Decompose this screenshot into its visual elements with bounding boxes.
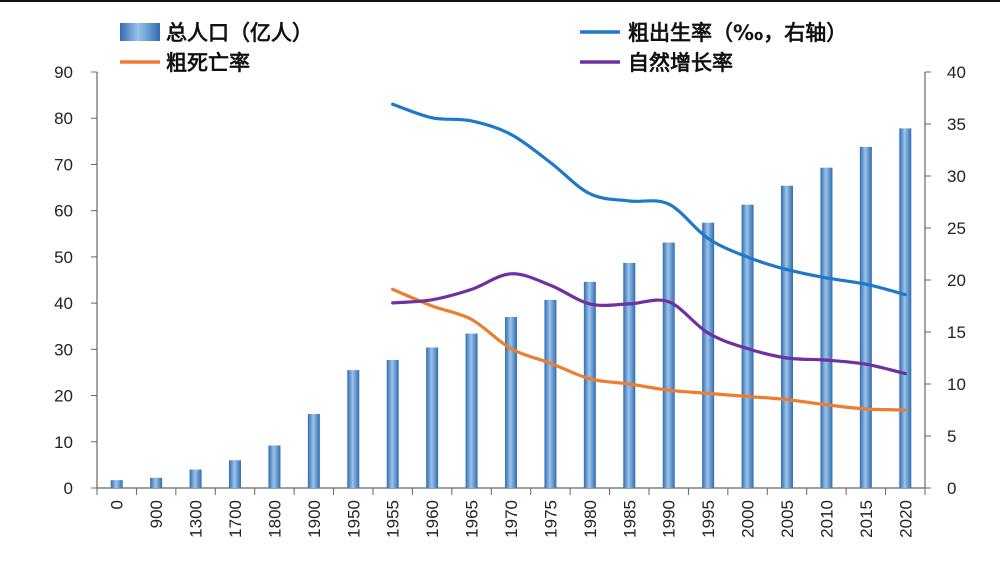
right-tick-label: 10 [947,375,966,394]
left-tick-label: 80 [54,109,73,128]
population-bar [505,316,517,488]
population-bar [110,480,123,488]
legend: 总人口（亿人） 粗出生率（‰，右轴） 粗死亡率 自然增长率 [120,21,847,75]
population-bar [544,299,557,488]
population-bar [820,167,833,488]
legend-swatch-bar [120,23,160,41]
population-bar [426,347,439,488]
x-tick-label: 1975 [541,500,560,538]
x-tick-label: 1995 [699,500,718,538]
line-series [391,102,907,412]
legend-label: 总人口（亿人） [166,21,313,45]
x-tick-label: 2005 [778,500,797,538]
left-tick-label: 10 [54,433,73,452]
legend-label: 自然增长率 [628,51,733,75]
population-bar [347,370,360,488]
left-tick-label: 60 [54,202,73,221]
x-tick-label: 900 [147,500,166,528]
x-tick-label: 2020 [896,500,915,538]
left-tick-label: 50 [54,248,73,267]
population-bar [623,262,636,488]
left-tick-label: 90 [54,63,73,82]
legend-label: 粗出生率（‰，右轴） [628,21,847,45]
x-tick-label: 1965 [463,500,482,538]
left-tick-label: 20 [54,387,73,406]
population-bar [150,477,163,488]
x-tick-label: 1700 [226,500,245,538]
x-tick-label: 2010 [817,500,836,538]
right-tick-label: 0 [947,479,956,498]
right-tick-label: 5 [947,427,956,446]
x-tick-label: 1985 [620,500,639,538]
x-tick-label: 1980 [581,500,600,538]
left-tick-label: 70 [54,155,73,174]
x-tick-label: 1960 [423,500,442,538]
population-bar [583,281,596,488]
population-bar [465,333,478,488]
x-tick-label: 2000 [739,500,758,538]
right-tick-label: 20 [947,271,966,290]
population-bar [386,359,399,488]
x-tick-label: 1990 [660,500,679,538]
natural-growth-line [391,272,907,376]
population-bar [229,460,241,488]
death-rate-line [391,287,907,412]
x-tick-label: 1800 [265,500,284,538]
population-bar [781,185,793,488]
population-bar [189,469,202,488]
birth-rate-line [391,102,907,297]
left-tick-label: 0 [64,479,73,498]
population-bar [741,204,754,488]
population-bar [307,414,320,488]
x-tick-label: 1900 [305,500,324,538]
right-tick-label: 35 [947,115,966,134]
x-tick-label: 2015 [857,500,876,538]
left-tick-label: 40 [54,294,73,313]
population-bar [702,222,715,488]
left-tick-label: 30 [54,340,73,359]
legend-label: 粗死亡率 [166,51,250,75]
x-tick-label: 1955 [384,500,403,538]
right-tick-label: 30 [947,167,966,186]
right-tick-label: 25 [947,219,966,238]
x-tick-label: 1950 [344,500,363,538]
population-bar [899,128,912,488]
right-tick-label: 15 [947,323,966,342]
x-tick-label: 1970 [502,500,521,538]
population-bar [268,445,281,488]
x-tick-label: 1300 [187,500,206,538]
bar-series [110,128,912,488]
right-tick-label: 40 [947,63,966,82]
population-bar [662,242,675,488]
x-tick-label: 0 [108,500,127,509]
population-bar [859,146,872,488]
